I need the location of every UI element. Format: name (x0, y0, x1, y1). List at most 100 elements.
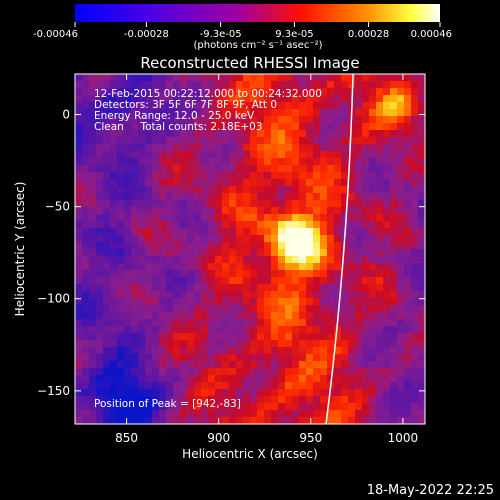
heatmap-cell (166, 74, 174, 82)
heatmap-cell (180, 312, 188, 320)
heatmap-cell (131, 193, 139, 201)
heatmap-cell (138, 221, 146, 229)
heatmap-cell (306, 256, 314, 264)
x-tick-label: 900 (207, 431, 230, 445)
heatmap-cell (285, 74, 293, 82)
heatmap-cell (229, 186, 237, 194)
heatmap-cell (117, 284, 125, 292)
heatmap-cell (82, 172, 90, 180)
heatmap-cell (89, 137, 97, 145)
heatmap-cell (404, 200, 412, 208)
heatmap-cell (271, 221, 279, 229)
heatmap-cell (110, 158, 118, 166)
heatmap-cell (124, 319, 132, 327)
heatmap-cell (117, 130, 125, 138)
heatmap-cell (341, 270, 349, 278)
heatmap-cell (376, 340, 384, 348)
heatmap-cell (124, 305, 132, 313)
heatmap-cell (166, 368, 174, 376)
heatmap-cell (348, 291, 356, 299)
heatmap-cell (194, 368, 202, 376)
heatmap-cell (243, 130, 251, 138)
heatmap-cell (334, 382, 342, 390)
heatmap-cell (292, 270, 300, 278)
heatmap-cell (285, 389, 293, 397)
heatmap-cell (236, 123, 244, 131)
heatmap-cell (75, 228, 83, 236)
heatmap-cell (320, 179, 328, 187)
heatmap-cell (404, 298, 412, 306)
heatmap-cell (369, 137, 377, 145)
heatmap-cell (376, 298, 384, 306)
heatmap-cell (152, 179, 160, 187)
heatmap-cell (299, 242, 307, 250)
heatmap-cell (124, 74, 132, 82)
heatmap-cell (250, 172, 258, 180)
heatmap-cell (355, 410, 363, 418)
heatmap-cell (362, 158, 370, 166)
heatmap-cell (397, 312, 405, 320)
heatmap-cell (397, 123, 405, 131)
heatmap-cell (390, 158, 398, 166)
heatmap-cell (222, 144, 230, 152)
heatmap-cell (117, 109, 125, 117)
heatmap-cell (131, 242, 139, 250)
heatmap-cell (187, 116, 195, 124)
heatmap-cell (222, 193, 230, 201)
heatmap-cell (117, 368, 125, 376)
heatmap-cell (404, 207, 412, 215)
heatmap-cell (306, 130, 314, 138)
heatmap-cell (138, 347, 146, 355)
heatmap-cell (166, 410, 174, 418)
heatmap-cell (348, 347, 356, 355)
heatmap-cell (285, 403, 293, 411)
heatmap-cell (257, 179, 265, 187)
heatmap-cell (271, 256, 279, 264)
heatmap-cell (299, 375, 307, 383)
heatmap-cell (404, 354, 412, 362)
heatmap-cell (257, 88, 265, 96)
heatmap-cell (306, 144, 314, 152)
heatmap-cell (96, 88, 104, 96)
heatmap-cell (145, 235, 153, 243)
heatmap-cell (299, 305, 307, 313)
heatmap-cell (250, 277, 258, 285)
heatmap-cell (159, 207, 167, 215)
heatmap-cell (306, 375, 314, 383)
heatmap-cell (278, 403, 286, 411)
heatmap-cell (404, 193, 412, 201)
heatmap-cell (313, 319, 321, 327)
heatmap-cell (411, 319, 419, 327)
heatmap-cell (117, 179, 125, 187)
heatmap-cell (418, 361, 425, 369)
heatmap-cell (187, 354, 195, 362)
heatmap-cell (376, 249, 384, 257)
heatmap-cell (215, 179, 223, 187)
heatmap-cell (355, 228, 363, 236)
heatmap-cell (299, 102, 307, 110)
heatmap-cell (334, 151, 342, 159)
heatmap-cell (166, 417, 174, 424)
heatmap-cell (292, 228, 300, 236)
heatmap-cell (306, 109, 314, 117)
heatmap-cell (89, 375, 97, 383)
heatmap-cell (334, 88, 342, 96)
heatmap-cell (243, 298, 251, 306)
heatmap-cell (390, 200, 398, 208)
heatmap-cell (215, 116, 223, 124)
heatmap-cell (390, 298, 398, 306)
heatmap-cell (236, 347, 244, 355)
heatmap-cell (362, 263, 370, 271)
heatmap-cell (215, 389, 223, 397)
heatmap-cell (404, 284, 412, 292)
heatmap-cell (201, 235, 209, 243)
heatmap-cell (306, 81, 314, 89)
heatmap-cell (243, 361, 251, 369)
heatmap-cell (369, 172, 377, 180)
heatmap-cell (292, 298, 300, 306)
heatmap-cell (103, 165, 111, 173)
heatmap-cell (257, 417, 265, 424)
heatmap-cell (110, 284, 118, 292)
heatmap-cell (320, 354, 328, 362)
heatmap-cell (187, 326, 195, 334)
